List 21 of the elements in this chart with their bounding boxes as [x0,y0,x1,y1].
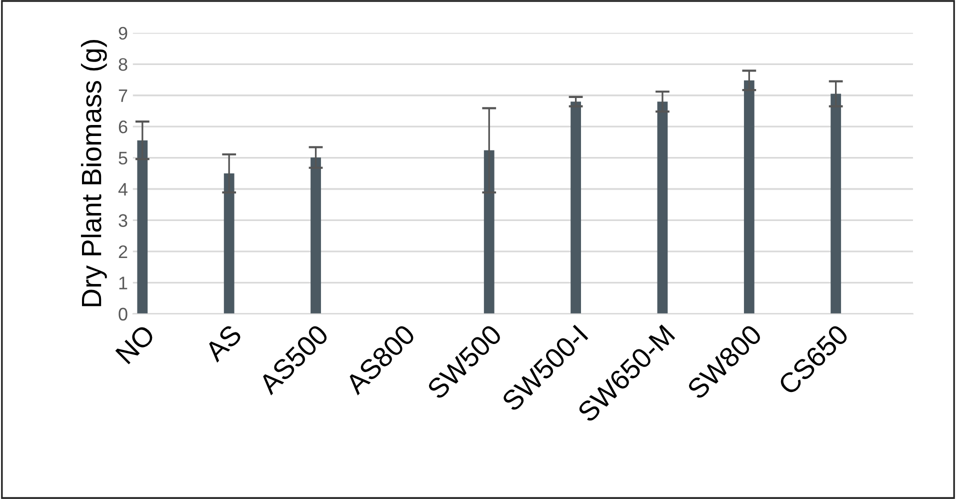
x-tick-label: NO [115,324,156,364]
bar [570,102,582,314]
bar [657,102,668,314]
y-tick-label: 8 [118,58,128,71]
y-tick-label: 6 [118,120,128,134]
y-tick-label: 1 [119,276,128,290]
y-tick-label: 3 [118,214,128,227]
bar [484,150,494,314]
y-tick-label: 5 [118,152,128,165]
y-tick-label: 9 [118,26,128,40]
y-tick-label: 0 [118,308,128,321]
bar [224,173,234,314]
bar [137,140,148,314]
y-tick-label: 2 [118,245,128,258]
y-axis-title: Dry Plant Biomass (g) [80,40,107,306]
bar [830,94,842,314]
bar [744,80,754,314]
y-tick-label: 7 [118,89,128,102]
bar [310,157,321,314]
y-tick-label: 4 [118,183,128,196]
x-tick-label: AS [203,324,243,363]
